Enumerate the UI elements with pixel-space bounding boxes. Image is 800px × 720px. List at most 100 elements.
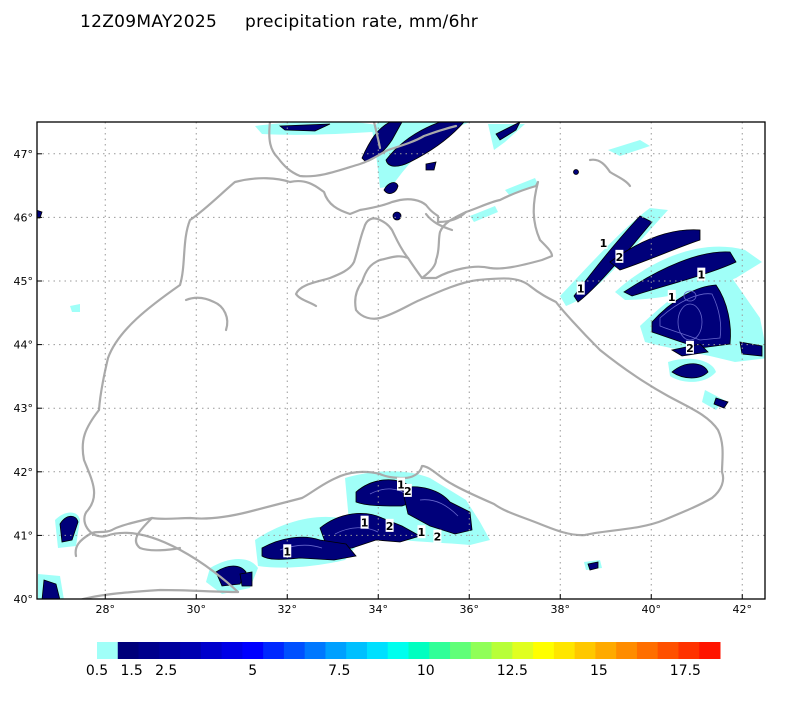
contour-label: 1 bbox=[667, 289, 676, 304]
colorbar-swatch bbox=[200, 642, 223, 659]
contour-label-text: 2 bbox=[616, 251, 624, 264]
contour-label-bg bbox=[433, 529, 442, 543]
contour-label: 1 bbox=[576, 281, 585, 296]
colorbar-swatch bbox=[450, 642, 472, 659]
contour-label-bg bbox=[599, 235, 608, 249]
colorbar-swatch bbox=[97, 642, 119, 659]
graticule bbox=[37, 122, 765, 599]
contour-label: 2 bbox=[433, 529, 442, 544]
colorbar-label: 10 bbox=[417, 663, 435, 679]
precip-inner-contours bbox=[279, 290, 722, 551]
y-tick-label: 42° bbox=[14, 466, 34, 479]
colorbar-label: 1.5 bbox=[120, 663, 142, 679]
contour-label-bg bbox=[397, 477, 405, 491]
contour-label: 1 bbox=[417, 525, 426, 539]
contour-label-bg bbox=[360, 515, 369, 529]
x-axis: 28° 30° 32° 34° 36° 38° 40° 42° bbox=[96, 594, 753, 616]
contour-label: 1 bbox=[397, 477, 405, 492]
contour-label-text: 1 bbox=[283, 545, 291, 558]
y-tick-label: 46° bbox=[14, 211, 34, 224]
x-tick-label: 40° bbox=[642, 603, 662, 616]
contour-label-bg bbox=[576, 281, 585, 295]
y-tick-label: 44° bbox=[14, 339, 34, 352]
contour-label: 1 bbox=[283, 544, 292, 558]
x-tick-label: 32° bbox=[278, 603, 298, 616]
contour-label-bg bbox=[697, 267, 706, 281]
map-title: precipitation rate, mm/6hr bbox=[245, 12, 479, 32]
colorbar-swatch bbox=[242, 642, 264, 659]
contour-label-bg bbox=[667, 289, 676, 303]
contour-label: 2 bbox=[615, 249, 624, 264]
contour-label-text: 2 bbox=[434, 531, 442, 544]
contour-label: 1 bbox=[360, 515, 369, 530]
contour-label-bg bbox=[417, 525, 426, 539]
colorbar-swatch bbox=[595, 642, 617, 659]
colorbar-swatch bbox=[304, 642, 326, 659]
contour-label: 1 bbox=[697, 267, 706, 282]
contour-label-text: 1 bbox=[697, 269, 705, 282]
colorbar-swatch bbox=[678, 642, 700, 659]
contour-label-bg bbox=[283, 544, 292, 558]
colorbar-swatch bbox=[387, 642, 409, 659]
contour-label-bg bbox=[685, 340, 694, 354]
colorbar-swatch bbox=[346, 642, 368, 659]
contour-label: 2 bbox=[385, 518, 394, 533]
x-tick-label: 42° bbox=[733, 603, 753, 616]
contour-label-text: 2 bbox=[386, 520, 394, 533]
colorbar-swatch bbox=[408, 642, 430, 659]
contour-label-text: 2 bbox=[686, 342, 694, 355]
colorbar: 0.5 1.5 2.5 5 7.5 10 12.5 15 17.5 bbox=[86, 642, 721, 679]
x-tick-label: 34° bbox=[369, 603, 389, 616]
colorbar-label: 12.5 bbox=[497, 663, 528, 679]
colorbar-swatch bbox=[470, 642, 493, 659]
colorbar-swatch bbox=[263, 642, 285, 659]
y-tick-label: 43° bbox=[14, 402, 34, 415]
y-tick-label: 47° bbox=[14, 148, 34, 161]
colorbar-swatch bbox=[138, 642, 160, 659]
contour-label-text: 1 bbox=[397, 479, 405, 492]
colorbar-label: 17.5 bbox=[670, 663, 701, 679]
colorbar-swatch bbox=[512, 642, 534, 659]
contour-label-text: 1 bbox=[361, 517, 369, 530]
colorbar-swatch bbox=[429, 642, 451, 659]
y-tick-label: 41° bbox=[14, 529, 34, 542]
y-tick-label: 45° bbox=[14, 275, 34, 288]
y-tick-label: 40° bbox=[14, 593, 34, 606]
valid-time: 12Z09MAY2025 bbox=[80, 12, 218, 32]
colorbar-swatch bbox=[325, 642, 347, 659]
colorbar-swatch bbox=[491, 642, 513, 659]
contour-label-text: 1 bbox=[418, 526, 426, 539]
colorbar-swatch bbox=[616, 642, 638, 659]
colorbar-swatch bbox=[553, 642, 576, 659]
precip-heavy-layer bbox=[37, 122, 763, 599]
colorbar-swatch bbox=[657, 642, 679, 659]
contour-label-text: 1 bbox=[600, 237, 608, 250]
x-tick-label: 36° bbox=[460, 603, 480, 616]
x-tick-label: 28° bbox=[96, 603, 116, 616]
map-frame bbox=[36, 121, 766, 600]
colorbar-label: 5 bbox=[248, 663, 257, 679]
contour-label-text: 2 bbox=[404, 485, 412, 498]
colorbar-swatch bbox=[159, 642, 181, 659]
contour-label-bg bbox=[403, 483, 412, 497]
contour-label: 2 bbox=[403, 483, 412, 498]
colorbar-label: 0.5 bbox=[86, 663, 108, 679]
contour-label: 2 bbox=[685, 340, 694, 355]
y-axis: 40° 41° 42° 43° 44° 45° 46° 47° bbox=[14, 148, 42, 606]
colorbar-swatch bbox=[636, 642, 659, 659]
colorbar-label: 2.5 bbox=[155, 663, 177, 679]
colorbar-swatch bbox=[533, 642, 555, 659]
x-tick-label: 30° bbox=[187, 603, 207, 616]
colorbar-swatch bbox=[117, 642, 140, 659]
contour-label-bg bbox=[385, 518, 394, 532]
contour-label: 1 bbox=[599, 235, 608, 250]
colorbar-label: 7.5 bbox=[328, 663, 350, 679]
contour-label-bg bbox=[615, 249, 624, 263]
colorbar-swatch bbox=[366, 642, 389, 659]
colorbar-swatch bbox=[221, 642, 243, 659]
colorbar-swatch bbox=[180, 642, 202, 659]
colorbar-swatch bbox=[574, 642, 596, 659]
